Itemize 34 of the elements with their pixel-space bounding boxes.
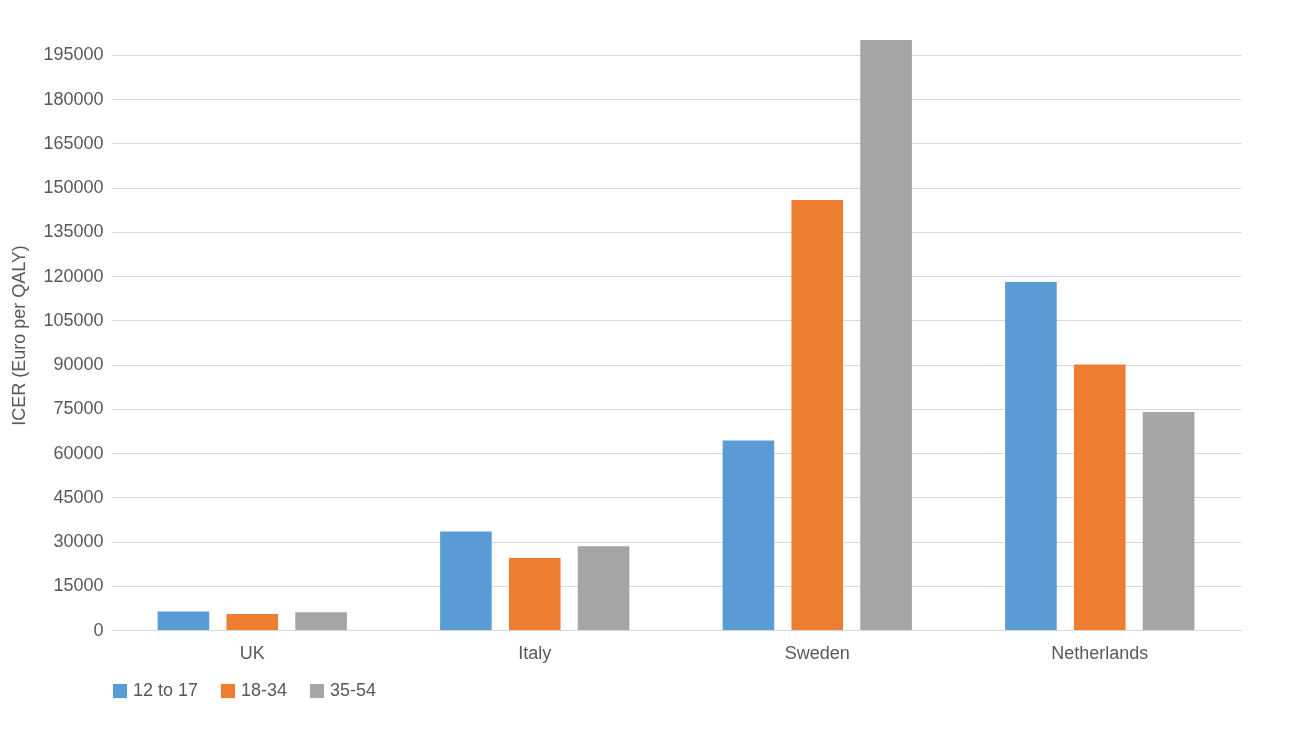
y-tick-label: 180000 (43, 88, 104, 109)
x-tick-label: Italy (518, 642, 552, 663)
bar (1005, 281, 1057, 630)
y-tick-label: 15000 (53, 575, 104, 596)
bar (295, 612, 347, 630)
y-tick-label: 120000 (43, 265, 104, 286)
legend-label: 35-54 (330, 680, 377, 700)
bar (791, 199, 844, 630)
y-tick-label: 60000 (53, 442, 104, 463)
legend-label: 18-34 (241, 680, 288, 700)
bar (440, 531, 492, 630)
bar (722, 440, 775, 630)
y-tick-label: 75000 (53, 398, 104, 419)
x-tick-label: Sweden (784, 642, 850, 663)
bar (226, 614, 279, 630)
y-tick-label: 30000 (53, 531, 104, 551)
bar (1073, 364, 1126, 630)
y-tick-label: 195000 (43, 44, 104, 65)
y-tick-label: 135000 (43, 221, 104, 242)
y-tick-label: 165000 (43, 132, 104, 153)
bar (157, 611, 210, 630)
legend-label: 12 to 17 (133, 680, 199, 700)
y-axis-title: ICER (Euro per QALY) (9, 245, 30, 426)
y-tick-label: 0 (93, 619, 104, 640)
bar (577, 546, 630, 630)
y-tick-label: 105000 (43, 309, 104, 330)
x-tick-label: Netherlands (1051, 642, 1149, 663)
bar (860, 40, 912, 630)
y-tick-label: 150000 (43, 177, 104, 197)
x-tick-label: UK (239, 642, 265, 663)
bar (508, 558, 561, 630)
y-tick-label: 90000 (53, 354, 104, 374)
bar (1142, 412, 1195, 630)
y-tick-label: 45000 (53, 486, 104, 507)
